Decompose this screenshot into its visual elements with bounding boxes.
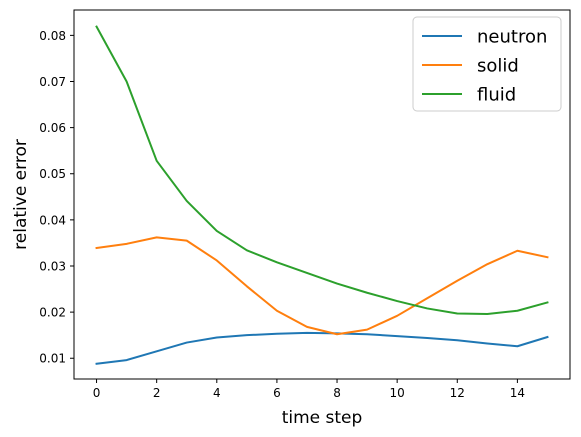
x-tick-label: 8 (333, 386, 341, 400)
series-line-neutron (95, 331, 549, 365)
series-line-fluid (95, 25, 549, 315)
legend-label-solid: solid (477, 56, 519, 77)
x-tick-label: 14 (510, 386, 525, 400)
x-axis: 0 2 4 6 8 10 12 14 (93, 379, 525, 400)
x-tick-label: 10 (390, 386, 405, 400)
series-line-solid (95, 236, 549, 336)
legend: neutron solid fluid (412, 16, 562, 112)
y-tick-label: 0.03 (39, 259, 66, 273)
x-tick-label: 12 (450, 386, 465, 400)
y-axis-label: relative error (11, 139, 31, 250)
y-tick-label: 0.05 (39, 167, 66, 181)
legend-label-fluid: fluid (477, 85, 516, 106)
y-tick-label: 0.04 (39, 213, 66, 227)
y-tick-label: 0.06 (39, 121, 66, 135)
legend-items: neutron solid fluid (422, 27, 547, 106)
plot-frame (73, 9, 571, 380)
x-tick-label: 2 (153, 386, 161, 400)
legend-label-neutron: neutron (477, 27, 547, 48)
y-axis: 0.01 0.02 0.03 0.04 0.05 0.06 0.07 0.08 (39, 29, 74, 366)
x-tick-label: 4 (213, 386, 221, 400)
lines-layer (95, 25, 549, 365)
legend-frame (412, 16, 562, 112)
x-tick-label: 6 (273, 386, 281, 400)
x-axis-label: time step (282, 408, 363, 428)
y-tick-label: 0.07 (39, 75, 66, 89)
y-tick-label: 0.02 (39, 306, 66, 320)
y-tick-label: 0.01 (39, 352, 66, 366)
y-tick-label: 0.08 (39, 29, 66, 43)
x-tick-label: 0 (93, 386, 101, 400)
